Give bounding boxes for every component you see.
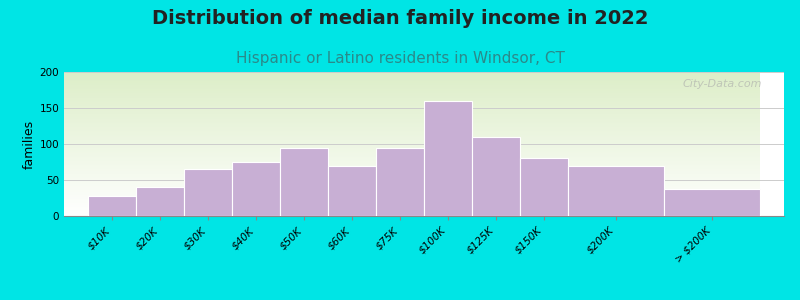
Bar <box>568 166 664 216</box>
Bar <box>472 137 520 216</box>
Text: City-Data.com: City-Data.com <box>683 79 762 89</box>
Bar <box>424 101 472 216</box>
Bar <box>184 169 232 216</box>
Bar <box>328 166 376 216</box>
Y-axis label: families: families <box>22 119 35 169</box>
Bar <box>280 148 328 216</box>
Text: Distribution of median family income in 2022: Distribution of median family income in … <box>152 9 648 28</box>
Bar <box>232 162 280 216</box>
Bar <box>664 189 760 216</box>
Bar <box>88 196 136 216</box>
Bar <box>136 187 184 216</box>
Bar <box>376 148 424 216</box>
Text: Hispanic or Latino residents in Windsor, CT: Hispanic or Latino residents in Windsor,… <box>235 51 565 66</box>
Bar <box>520 158 568 216</box>
